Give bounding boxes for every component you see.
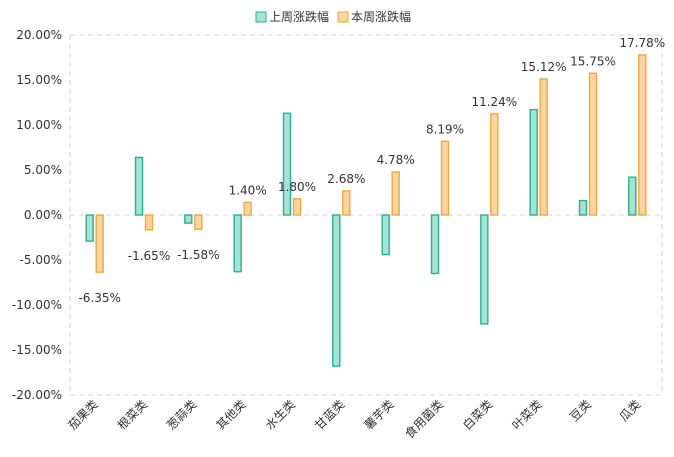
bar-last-week <box>233 214 242 273</box>
y-tick-label: -5.00% <box>20 253 62 267</box>
data-label: 8.19% <box>426 122 464 136</box>
bar-this-week <box>243 201 252 216</box>
y-axis-ticks: 20.00% 15.00% 10.00% 5.00% 0.00% -5.00% -10.00… <box>12 28 62 402</box>
data-label: 11.24% <box>471 95 517 109</box>
y-tick-label: -20.00% <box>12 388 62 402</box>
bar-this-week <box>194 214 203 230</box>
bar-this-week <box>440 140 450 216</box>
data-label: -1.58% <box>177 248 219 262</box>
bar-this-week <box>144 214 154 231</box>
y-tick-label: 15.00% <box>16 73 62 87</box>
data-label: 1.80% <box>278 180 316 194</box>
bar-last-week <box>430 214 440 275</box>
y-tick-label: -15.00% <box>12 343 62 357</box>
y-tick-label: 0.00% <box>24 208 62 222</box>
x-tick-label: 根菜类 <box>115 397 150 432</box>
data-label: 4.78% <box>377 153 415 167</box>
y-tick-label: -10.00% <box>12 298 62 312</box>
data-labels: -6.35% -1.65% -1.58% 1.40% 1.80% 2.68% 4.78% 8.… <box>78 36 665 305</box>
data-label: 2.68% <box>327 172 365 186</box>
x-tick-label: 茄果类 <box>65 397 100 432</box>
x-tick-label: 瓜类 <box>617 397 644 424</box>
x-tick-label: 食用菌类 <box>402 397 447 442</box>
data-label: 15.12% <box>521 60 567 74</box>
bar-last-week <box>134 156 144 216</box>
bars <box>85 54 647 367</box>
bar-this-week <box>539 78 548 216</box>
bar-this-week <box>391 171 400 216</box>
plot-frame <box>69 34 663 396</box>
x-tick-label: 水生类 <box>263 397 298 432</box>
bar-last-week <box>381 214 390 256</box>
x-tick-label: 甘蓝类 <box>312 397 347 432</box>
bar-last-week <box>578 199 588 216</box>
x-tick-label: 葱蒜类 <box>164 397 199 432</box>
bar-this-week <box>292 198 302 216</box>
bar-last-week <box>85 214 94 242</box>
x-tick-label: 其他类 <box>213 397 248 432</box>
y-tick-label: 20.00% <box>16 28 62 42</box>
data-label: -6.35% <box>78 291 120 305</box>
bar-this-week <box>638 54 647 216</box>
bar-last-week <box>282 112 292 216</box>
bar-last-week <box>529 108 538 216</box>
legend-label-this-week: 本周涨跌幅 <box>351 9 411 24</box>
x-tick-label: 薯芋类 <box>361 397 396 432</box>
data-label: 15.75% <box>570 54 616 68</box>
data-label: 1.40% <box>229 183 267 197</box>
legend-label-last-week: 上周涨跌幅 <box>269 9 329 24</box>
y-tick-label: 10.00% <box>16 118 62 132</box>
x-tick-label: 白菜类 <box>459 397 495 433</box>
bar-last-week <box>184 214 193 224</box>
x-axis-ticks: 茄果类 根菜类 葱蒜类 其他类 水生类 甘蓝类 薯芋类 食用菌类 白菜类 叶菜类 豆类 瓜类 <box>65 397 643 442</box>
legend-swatch-last-week <box>255 11 267 23</box>
bar-last-week <box>332 214 341 367</box>
bar-last-week <box>480 214 489 325</box>
legend: 上周涨跌幅 本周涨跌幅 <box>255 9 411 24</box>
legend-swatch-this-week <box>337 11 349 23</box>
data-label: 17.78% <box>619 36 665 50</box>
x-tick-label: 叶菜类 <box>509 397 544 432</box>
x-tick-label: 豆类 <box>567 397 594 424</box>
bar-this-week <box>490 113 499 216</box>
bar-last-week <box>628 176 637 216</box>
bar-this-week <box>95 214 104 273</box>
bar-this-week <box>342 190 351 216</box>
y-tick-label: 5.00% <box>24 163 62 177</box>
data-label: -1.65% <box>128 249 170 263</box>
bar-this-week <box>588 72 598 216</box>
